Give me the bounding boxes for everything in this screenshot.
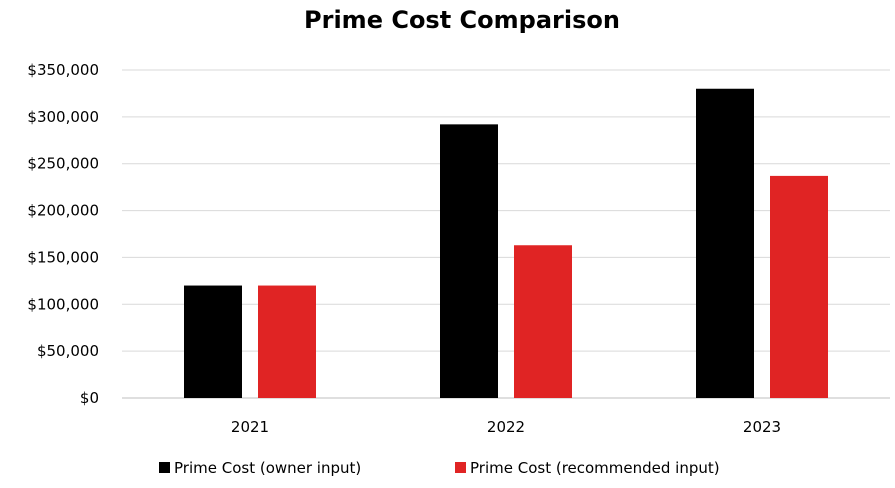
- legend-swatch: [159, 462, 170, 473]
- bars: [184, 88, 828, 399]
- y-tick-label: $100,000: [27, 295, 99, 313]
- bar-2021-series-1: [184, 285, 242, 398]
- chart-title: Prime Cost Comparison: [304, 6, 620, 34]
- y-tick-label: $50,000: [37, 342, 99, 360]
- y-tick-label: $250,000: [27, 155, 99, 173]
- y-tick-label: $150,000: [27, 248, 99, 266]
- legend: Prime Cost (owner input) Prime Cost (reco…: [159, 459, 720, 477]
- y-tick-label: $350,000: [27, 61, 99, 79]
- bar-2021-series-2: [258, 285, 316, 398]
- legend-label: Prime Cost (owner input): [174, 459, 361, 477]
- x-category-label: 2022: [487, 418, 525, 436]
- bar-2022-series-1: [440, 124, 498, 399]
- x-category-label: 2021: [231, 418, 269, 436]
- legend-label: Prime Cost (recommended input): [470, 459, 720, 477]
- x-axis-category-labels: 2021 2022 2023: [231, 418, 781, 436]
- bar-2023-series-1: [696, 88, 754, 398]
- y-tick-label: $0: [80, 389, 99, 407]
- bar-2022-series-2: [514, 245, 572, 398]
- gridlines: [122, 69, 890, 399]
- bar-2023-series-2: [770, 175, 828, 398]
- y-axis-tick-labels: $0 $50,000 $100,000 $150,000 $200,000 $250,00…: [27, 61, 99, 407]
- y-tick-label: $300,000: [27, 108, 99, 126]
- y-tick-label: $200,000: [27, 202, 99, 220]
- legend-swatch: [455, 462, 466, 473]
- x-category-label: 2023: [743, 418, 781, 436]
